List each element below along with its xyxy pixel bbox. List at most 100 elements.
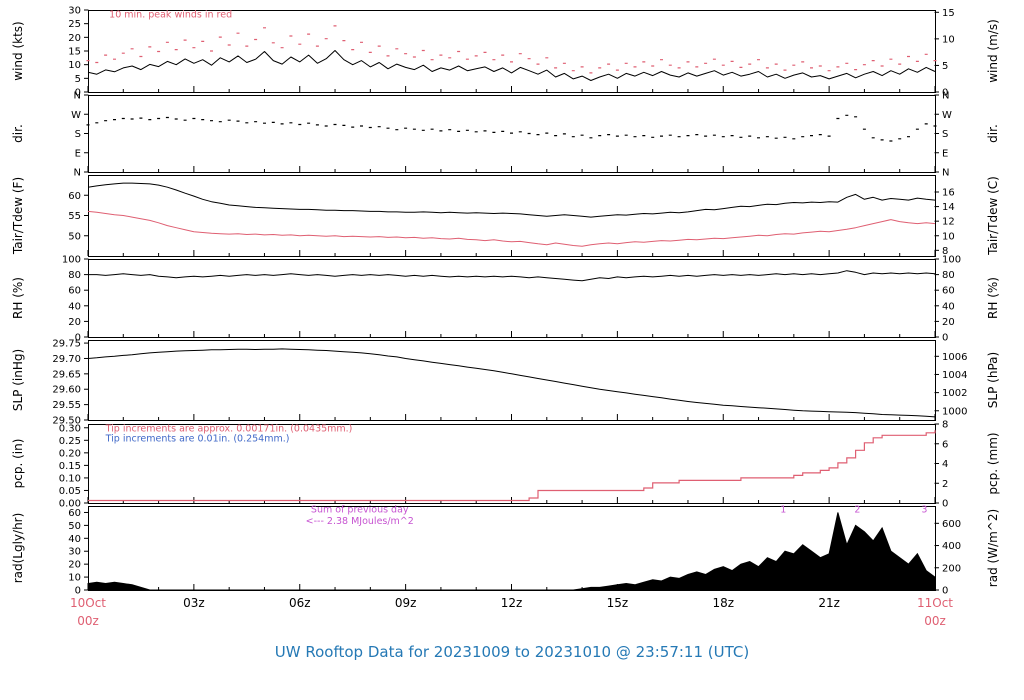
x-tick-label: 12z bbox=[501, 596, 523, 610]
y-tick-label: 29.55 bbox=[52, 400, 81, 411]
y-tick-label: 40 bbox=[942, 301, 955, 312]
x-tick-label: 11Oct bbox=[917, 596, 953, 610]
y-tick-label: 1004 bbox=[942, 370, 967, 381]
annotation: 1 bbox=[780, 504, 786, 515]
series-air_temp_f bbox=[87, 182, 936, 218]
y-tick-label: 0 bbox=[75, 88, 81, 99]
y-tick-label: 0 bbox=[942, 586, 948, 597]
axis-label-left-rh: RH (%) bbox=[11, 277, 25, 319]
panel-frame-slp bbox=[88, 340, 936, 421]
panel-frame-temp bbox=[88, 175, 936, 257]
y-tick-label: 0 bbox=[942, 88, 948, 99]
y-tick-label: 20 bbox=[68, 317, 81, 328]
y-tick-label: E bbox=[75, 148, 81, 159]
y-tick-label: 0.20 bbox=[59, 448, 81, 459]
annotation: 10 min. peak winds in red bbox=[109, 10, 232, 21]
axis-label-right-slp: SLP (hPa) bbox=[986, 352, 1000, 408]
y-tick-label: 1000 bbox=[942, 406, 967, 417]
y-tick-label: 60 bbox=[68, 191, 81, 202]
axis-label-right-wind: wind (m/s) bbox=[986, 19, 1000, 83]
y-tick-label: 30 bbox=[68, 547, 81, 558]
axis-label-left-rad: rad(Lgly/hr) bbox=[11, 513, 25, 584]
y-tick-label: 1002 bbox=[942, 388, 967, 399]
series-dew_point_f bbox=[87, 210, 936, 247]
y-tick-label: 0.30 bbox=[59, 423, 81, 434]
y-tick-label: 0 bbox=[75, 333, 81, 344]
chart-title: UW Rooftop Data for 20231009 to 20231010… bbox=[274, 643, 750, 661]
series-wind_direction_deg bbox=[86, 114, 937, 142]
y-tick-label: 10 bbox=[68, 573, 81, 584]
y-tick-label: 80 bbox=[68, 270, 81, 281]
y-tick-label: 20 bbox=[68, 560, 81, 571]
y-tick-label: 50 bbox=[68, 521, 81, 532]
y-tick-label: 14 bbox=[942, 202, 955, 213]
annotation: Sum of previous day bbox=[311, 504, 409, 515]
y-tick-label: 2 bbox=[942, 479, 948, 490]
y-tick-label: W bbox=[942, 110, 952, 121]
panel-frame-rh bbox=[88, 259, 936, 338]
series-sea_level_pressure_inhg bbox=[87, 348, 936, 418]
y-tick-label: 15 bbox=[68, 47, 81, 58]
y-tick-label: N bbox=[74, 91, 81, 102]
y-tick-label: 60 bbox=[68, 286, 81, 297]
y-tick-label: 40 bbox=[68, 534, 81, 545]
axis-label-left-wind: wind (kts) bbox=[11, 21, 25, 80]
axis-label-right-temp: Tair/Tdew (C) bbox=[986, 176, 1000, 256]
y-tick-label: 0.05 bbox=[59, 486, 81, 497]
series-peak_wind_kts bbox=[86, 25, 937, 74]
y-tick-label: 29.75 bbox=[52, 339, 81, 350]
y-tick-label: 8 bbox=[942, 420, 948, 431]
y-tick-label: 4 bbox=[942, 459, 948, 470]
series-precip_accum_in bbox=[88, 430, 936, 502]
y-tick-label: 0 bbox=[75, 586, 81, 597]
x-tick-label: 06z bbox=[289, 596, 311, 610]
y-tick-label: 16 bbox=[942, 188, 955, 199]
y-tick-label: 30 bbox=[68, 6, 81, 17]
y-tick-label: 50 bbox=[68, 231, 81, 242]
y-tick-label: 29.50 bbox=[52, 416, 81, 427]
axis-label-left-dir: dir. bbox=[11, 124, 25, 143]
y-tick-label: 55 bbox=[68, 211, 81, 222]
y-tick-label: N bbox=[74, 168, 81, 179]
x-tick-label: 10Oct bbox=[70, 596, 106, 610]
annotation: 2 bbox=[854, 504, 860, 515]
y-tick-label: 0 bbox=[942, 333, 948, 344]
y-tick-label: 15 bbox=[942, 8, 955, 19]
y-tick-label: 60 bbox=[68, 508, 81, 519]
y-tick-label: 40 bbox=[68, 301, 81, 312]
series-wind_speed_kts bbox=[87, 50, 936, 81]
axis-label-left-pcp: pcp. (in) bbox=[11, 439, 25, 489]
y-tick-label: 29.65 bbox=[52, 369, 81, 380]
y-tick-label: S bbox=[75, 129, 81, 140]
series-solar_radiation_lgly_hr bbox=[87, 512, 936, 591]
y-tick-label: 100 bbox=[942, 255, 961, 266]
y-tick-label: 5 bbox=[942, 61, 948, 72]
y-tick-label: 200 bbox=[942, 563, 961, 574]
axis-label-left-temp: Tair/Tdew (F) bbox=[11, 177, 25, 255]
y-tick-label: 12 bbox=[942, 217, 955, 228]
y-tick-label: 600 bbox=[942, 519, 961, 530]
panel-frame-wind bbox=[88, 10, 936, 93]
y-tick-label: E bbox=[942, 148, 948, 159]
axis-label-right-rh: RH (%) bbox=[986, 277, 1000, 319]
y-tick-label: 25 bbox=[68, 19, 81, 30]
panel-frame-dir bbox=[88, 95, 936, 173]
series-relative_humidity_pct bbox=[88, 270, 936, 282]
y-tick-label: 80 bbox=[942, 270, 955, 281]
x-tick-label: 00z bbox=[924, 614, 946, 628]
y-tick-label: N bbox=[942, 91, 949, 102]
y-tick-label: 5 bbox=[75, 74, 81, 85]
y-tick-label: 29.60 bbox=[52, 385, 81, 396]
y-tick-label: 8 bbox=[942, 246, 948, 257]
y-tick-label: 100 bbox=[62, 255, 81, 266]
y-tick-label: 10 bbox=[68, 60, 81, 71]
y-tick-label: 0.00 bbox=[59, 499, 81, 510]
y-tick-label: N bbox=[942, 168, 949, 179]
series-solar_radiation_lgly_hr-spikes bbox=[87, 512, 936, 590]
y-tick-label: 0.15 bbox=[59, 461, 81, 472]
y-tick-label: 29.70 bbox=[52, 354, 81, 365]
x-tick-label: 09z bbox=[395, 596, 417, 610]
annotation: Tip increments are approx. 0.00171in. (0… bbox=[105, 424, 353, 435]
